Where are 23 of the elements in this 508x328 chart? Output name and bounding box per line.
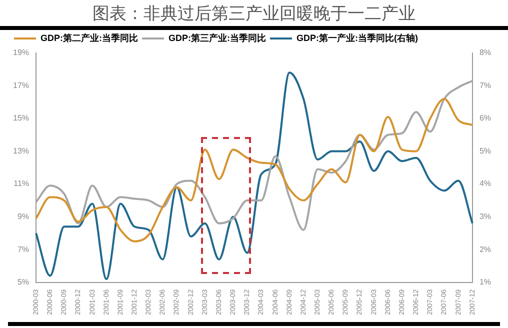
y2-tick-label: 1% bbox=[479, 278, 491, 287]
y-tick-label: 13% bbox=[12, 146, 30, 156]
y2-tick-label: 4% bbox=[479, 179, 491, 188]
y2-tick-label: 6% bbox=[479, 114, 491, 123]
y-tick-label: 17% bbox=[12, 80, 30, 90]
line-series bbox=[35, 72, 474, 280]
line-series bbox=[35, 80, 474, 231]
line-series bbox=[35, 98, 474, 242]
y2-tick-label: 5% bbox=[479, 146, 491, 156]
legend-label: GDP:第一产业:当季同比(右轴) bbox=[296, 32, 418, 43]
y-tick-label: 9% bbox=[17, 212, 30, 221]
chart-title: 图表：非典过后第三产业回暖晚于一二产业 bbox=[0, 0, 508, 30]
y-tick-label: 19% bbox=[12, 48, 30, 58]
y-tick-label: 11% bbox=[14, 179, 30, 188]
y-tick-label: 7% bbox=[17, 244, 30, 254]
legend-label: GDP:第三产业:当季同比 bbox=[168, 32, 266, 43]
y-tick-label: 15% bbox=[12, 114, 30, 123]
y2-tick-label: 3% bbox=[479, 212, 491, 221]
y2-tick-label: 8% bbox=[479, 48, 491, 58]
legend-label: GDP:第二产业:当季同比 bbox=[40, 32, 138, 43]
y2-tick-label: 7% bbox=[479, 80, 491, 90]
y2-tick-label: 2% bbox=[479, 244, 491, 254]
y-tick-label: 5% bbox=[17, 278, 30, 287]
